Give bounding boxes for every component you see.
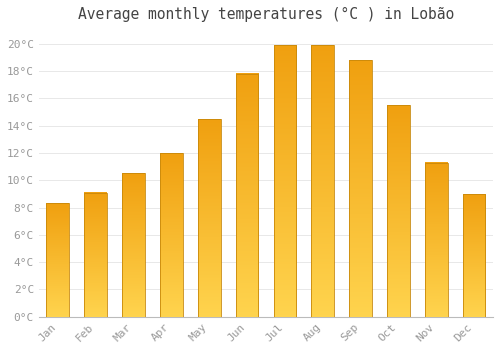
Bar [274,45,296,317]
Bar [425,162,448,317]
Bar [312,45,334,317]
Bar [387,105,410,317]
Bar [349,60,372,317]
Bar [46,203,69,317]
Bar [122,174,145,317]
Bar [84,193,107,317]
Bar [463,194,485,317]
Bar [160,153,182,317]
Title: Average monthly temperatures (°C ) in Lobão: Average monthly temperatures (°C ) in Lo… [78,7,454,22]
Bar [198,119,220,317]
Bar [236,74,258,317]
